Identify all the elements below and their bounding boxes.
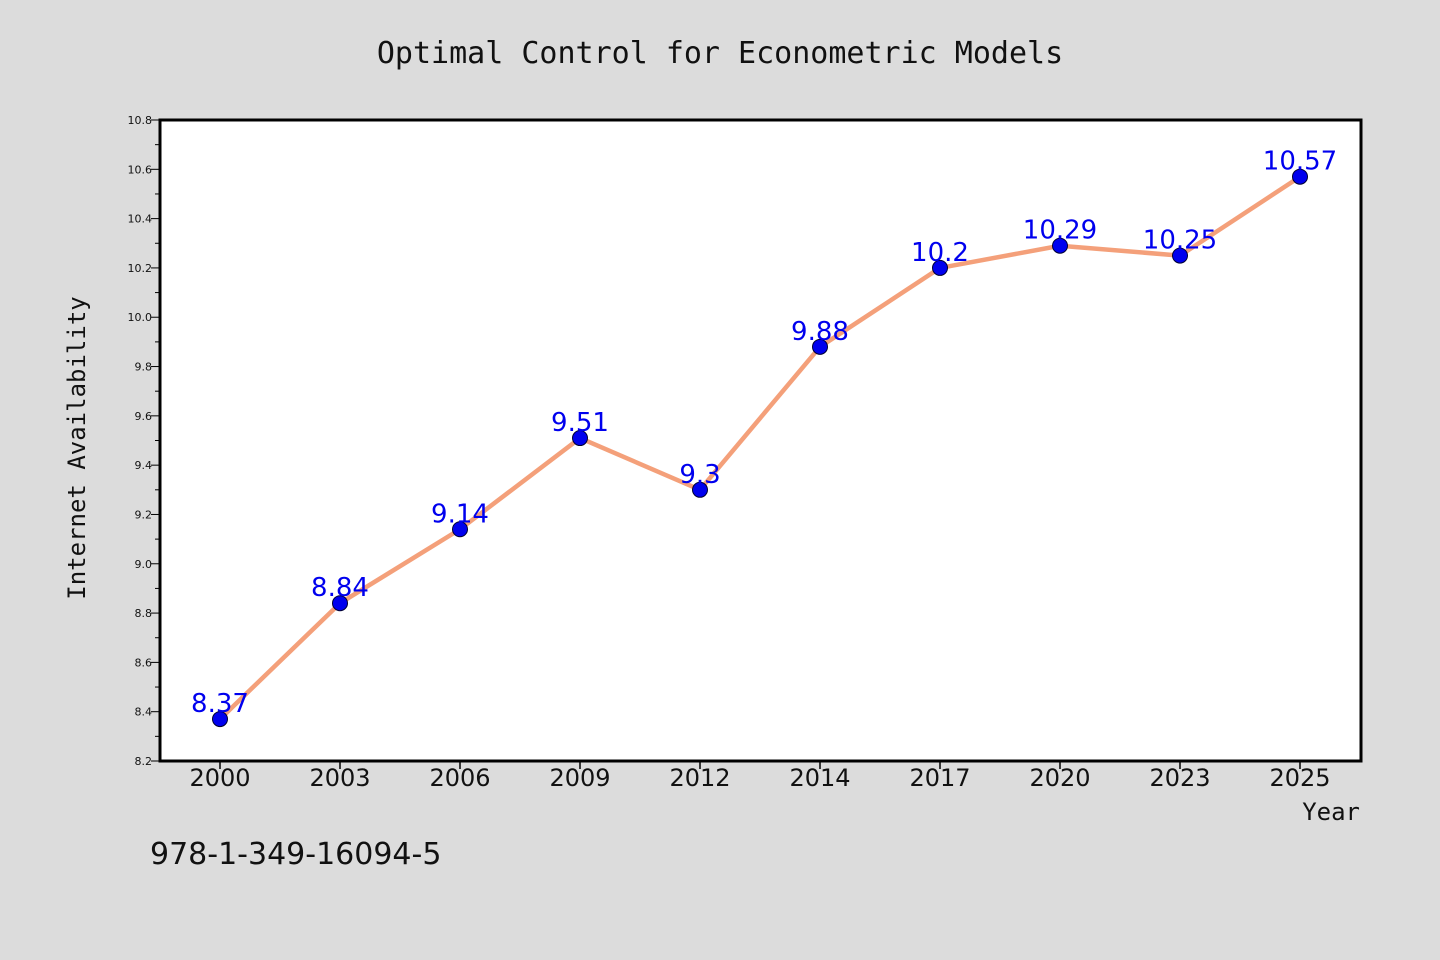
data-point: [452, 521, 468, 538]
data-label: 8.84: [311, 573, 369, 603]
x-axis-tick-labels: 2000 2003 2006 2009 2012 2014 2017 2020 2023 2025: [189, 764, 1330, 792]
series-line: [217, 174, 1303, 722]
y-tick-label: 8.6: [135, 656, 153, 669]
chart-title: Optimal Control for Econometric Models: [377, 36, 1063, 71]
x-tick-label: 2017: [909, 764, 970, 792]
data-point: [932, 259, 948, 276]
y-tick-label: 8.2: [135, 755, 153, 768]
y-tick-label: 10.6: [128, 163, 153, 176]
x-tick-label: 2020: [1029, 764, 1090, 792]
data-label: 9.3: [679, 460, 720, 490]
data-label: 9.14: [431, 499, 489, 529]
data-point-labels: 8.37 8.84 9.14 9.51 9.3 9.88 10.2 10.29 10.25 10.…: [191, 147, 1337, 719]
data-point: [1052, 237, 1068, 254]
data-point: [572, 430, 588, 447]
y-tick-label: 9.6: [135, 410, 153, 423]
x-tick-label: 2009: [549, 764, 610, 792]
x-tick-label: 2006: [429, 764, 490, 792]
x-axis-label: Year: [1302, 798, 1360, 826]
plot-frame: [158, 118, 1363, 763]
data-label: 8.37: [191, 689, 249, 719]
x-tick-label: 2023: [1149, 764, 1210, 792]
data-label: 10.25: [1143, 226, 1217, 256]
y-tick-label: 10.8: [128, 114, 153, 127]
data-label: 9.88: [791, 317, 849, 347]
x-tick-label: 2014: [789, 764, 850, 792]
data-label: 9.51: [551, 408, 609, 438]
y-tick-label: 10.2: [128, 262, 153, 275]
x-tick-label: 2003: [309, 764, 370, 792]
y-tick-label: 10.0: [128, 311, 153, 324]
data-label: 10.2: [911, 238, 969, 268]
y-tick-label: 8.4: [135, 706, 153, 719]
x-tick-label: 2025: [1269, 764, 1330, 792]
isbn-text: 978-1-349-16094-5: [150, 837, 441, 872]
plot-area: [160, 120, 1361, 761]
x-tick-label: 2000: [189, 764, 250, 792]
data-point: [212, 711, 228, 728]
y-tick-label: 10.4: [128, 213, 153, 226]
data-label: 10.57: [1263, 147, 1337, 177]
x-tick-label: 2012: [669, 764, 730, 792]
data-point: [332, 595, 348, 612]
y-tick-label: 9.2: [135, 508, 153, 521]
data-point: [1292, 168, 1308, 185]
data-point: [692, 481, 708, 498]
data-point: [812, 338, 828, 355]
y-axis-tick-labels: 8.2 8.4 8.6 8.8 9.0 9.2 9.4 9.6 9.8 10.0 10.2 10.4 1…: [128, 114, 153, 768]
y-axis-label: Internet Availability: [63, 296, 91, 599]
y-tick-label: 9.4: [135, 459, 153, 472]
y-tick-label: 9.8: [135, 361, 153, 374]
y-tick-label: 8.8: [135, 607, 153, 620]
data-label: 10.29: [1023, 216, 1097, 246]
y-tick-label: 9.0: [135, 558, 153, 571]
data-point-markers: [212, 168, 1308, 728]
data-point: [1172, 247, 1188, 264]
